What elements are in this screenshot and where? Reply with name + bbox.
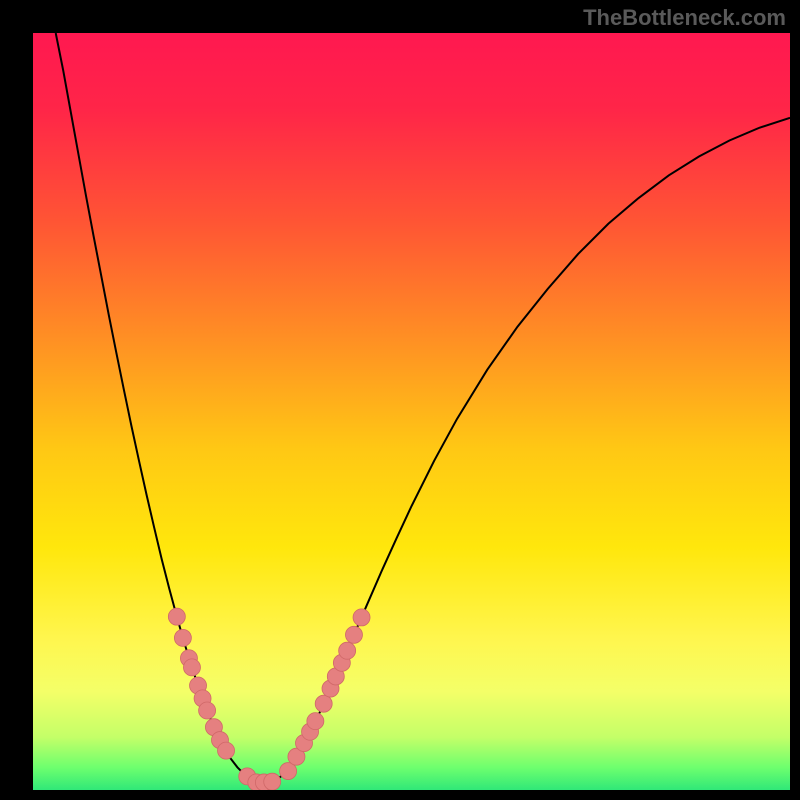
chart-background — [33, 33, 790, 790]
watermark-text: TheBottleneck.com — [583, 5, 786, 31]
data-marker — [315, 695, 332, 712]
data-marker — [307, 713, 324, 730]
data-marker — [174, 629, 191, 646]
data-marker — [199, 702, 216, 719]
data-marker — [218, 742, 235, 759]
data-marker — [264, 773, 281, 790]
data-marker — [168, 608, 185, 625]
data-marker — [339, 642, 356, 659]
data-marker — [183, 659, 200, 676]
data-marker — [353, 609, 370, 626]
bottleneck-chart — [33, 33, 790, 790]
data-marker — [345, 626, 362, 643]
